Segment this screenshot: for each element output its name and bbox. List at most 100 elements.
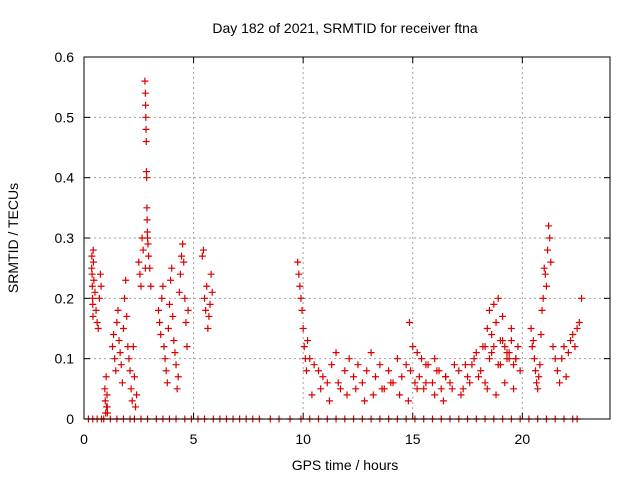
data-point — [507, 325, 515, 332]
data-point — [512, 355, 520, 363]
data-point — [541, 270, 549, 278]
data-point — [143, 174, 151, 182]
data-point — [108, 343, 116, 351]
data-point — [174, 373, 182, 381]
data-point — [367, 349, 375, 357]
data-point — [141, 89, 149, 97]
data-point — [88, 282, 96, 290]
data-point — [501, 343, 509, 351]
data-point — [302, 367, 310, 375]
data-point — [387, 379, 395, 387]
data-point — [297, 294, 305, 302]
data-point — [159, 282, 167, 290]
data-point — [350, 373, 358, 381]
data-point — [405, 318, 413, 326]
data-point — [113, 318, 121, 326]
data-point — [161, 355, 169, 363]
data-point — [571, 343, 579, 351]
data-point — [534, 385, 542, 393]
data-point — [198, 252, 206, 260]
data-point — [125, 355, 133, 363]
data-point — [180, 258, 188, 266]
data-point — [89, 300, 97, 308]
data-point — [549, 343, 557, 351]
data-point — [317, 385, 325, 393]
data-point — [90, 276, 98, 284]
grid-lines — [84, 57, 610, 419]
data-point — [494, 294, 502, 302]
data-point — [147, 282, 155, 290]
data-point — [385, 367, 393, 375]
data-point — [488, 349, 496, 357]
data-point — [184, 306, 192, 314]
data-point — [510, 361, 518, 369]
data-point — [341, 367, 349, 375]
data-point — [466, 379, 474, 387]
data-point — [437, 385, 445, 393]
data-point — [170, 337, 178, 345]
data-point — [531, 367, 539, 375]
data-point — [371, 373, 379, 381]
data-point — [157, 331, 165, 339]
data-point — [299, 325, 307, 332]
x-tick-label: 10 — [295, 431, 311, 447]
data-point — [110, 331, 118, 339]
data-point — [129, 343, 137, 351]
data-point — [420, 385, 428, 393]
data-point — [207, 270, 215, 278]
axis-ticks — [83, 56, 610, 420]
data-point — [569, 331, 577, 339]
data-point — [431, 391, 439, 399]
data-point — [422, 379, 430, 387]
data-point — [319, 373, 327, 381]
data-point — [545, 222, 553, 230]
data-point — [431, 355, 439, 363]
x-tick-label: 15 — [405, 431, 421, 447]
data-point — [472, 349, 480, 357]
data-point — [560, 343, 568, 351]
data-point — [310, 361, 318, 369]
data-point — [490, 343, 498, 351]
data-point — [578, 294, 586, 302]
data-point — [528, 343, 536, 351]
data-point — [130, 373, 138, 381]
y-tick-label: 0.1 — [55, 351, 75, 367]
y-tick-label: 0.2 — [55, 290, 75, 306]
data-point — [323, 379, 331, 387]
data-point — [475, 373, 482, 381]
data-point — [378, 385, 386, 393]
data-point — [428, 379, 436, 387]
data-point — [527, 325, 535, 332]
data-point — [418, 355, 426, 363]
data-point — [402, 361, 410, 369]
data-point — [142, 168, 150, 176]
data-point — [538, 306, 546, 314]
data-point — [199, 246, 207, 254]
data-point — [490, 300, 498, 308]
data-point — [573, 325, 581, 332]
data-point — [411, 379, 419, 387]
data-point — [203, 282, 211, 290]
data-point — [553, 367, 561, 375]
data-point — [101, 385, 109, 393]
data-point — [96, 270, 104, 278]
y-tick-label: 0.3 — [55, 230, 75, 246]
data-point — [575, 318, 583, 326]
data-point — [155, 306, 163, 314]
data-point — [336, 385, 344, 393]
data-point — [529, 337, 537, 345]
data-point — [300, 343, 308, 351]
data-point — [162, 367, 170, 375]
data-point — [142, 101, 150, 109]
data-point — [328, 361, 336, 369]
y-tick-label: 0.4 — [55, 170, 75, 186]
data-point — [503, 355, 511, 363]
x-tick-label: 20 — [515, 431, 531, 447]
data-point — [143, 204, 151, 212]
data-point — [173, 385, 181, 393]
data-point — [499, 312, 507, 320]
data-point — [208, 288, 216, 296]
plot-area-frame — [83, 56, 611, 420]
data-point — [332, 349, 340, 357]
